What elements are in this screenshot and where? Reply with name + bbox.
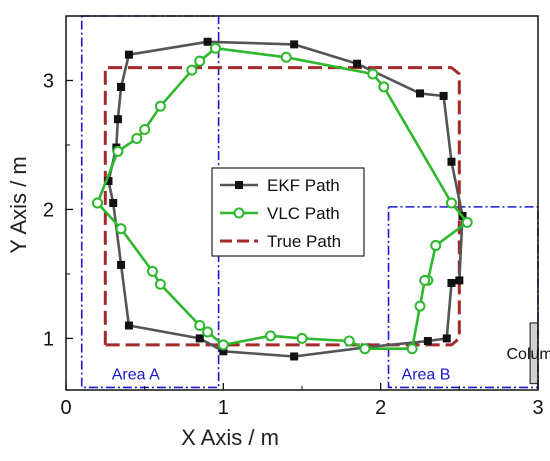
ekf-point-12 [423, 336, 432, 345]
ekf-point-9 [455, 276, 464, 285]
vlc-point-3 [139, 123, 151, 135]
y-tick-label-2: 3 [43, 70, 54, 92]
vlc-point-7 [209, 42, 221, 54]
vlc-point-18 [359, 343, 371, 355]
series-line-2 [103, 66, 461, 347]
vlc-point-24 [194, 320, 206, 332]
vlc-point-9 [367, 68, 379, 80]
vlc-point-6 [194, 55, 206, 67]
vlc-point-17 [406, 343, 418, 355]
legend-marker-0 [235, 181, 243, 189]
legend-entry-0: EKF Path [267, 176, 340, 195]
ekf-point-22 [113, 115, 122, 124]
x-tick-label-3: 3 [532, 397, 543, 419]
legend: EKF Path VLC Path True Path [211, 167, 365, 257]
ekf-point-4 [353, 59, 362, 68]
ekf-point-3 [290, 40, 299, 49]
vlc-point-12 [461, 216, 473, 228]
ekf-point-23 [117, 82, 126, 91]
vlc-point-27 [115, 223, 127, 235]
ekf-point-15 [219, 347, 228, 356]
ekf-point-5 [416, 89, 424, 98]
y-tick-label-0: 1 [43, 328, 54, 350]
vlc-point-8 [280, 51, 292, 63]
region-label-1: Area B [402, 366, 451, 383]
y-axis-label: Y Axis / m [6, 156, 31, 253]
x-tick-label-1: 1 [218, 397, 229, 419]
y-tick-label-1: 2 [43, 199, 54, 221]
column-label: Column [506, 346, 550, 363]
legend-entry-2: True Path [267, 232, 341, 251]
ekf-point-2 [203, 37, 212, 46]
x-tick-label-0: 0 [60, 397, 71, 419]
ekf-point-10 [447, 278, 456, 287]
plot-layer [91, 37, 473, 361]
vlc-point-28 [91, 197, 103, 209]
vlc-point-10 [378, 81, 390, 93]
vlc-point-5 [186, 64, 198, 76]
vlc-point-2 [131, 133, 143, 145]
ekf-point-14 [290, 352, 299, 361]
ekf-point-6 [439, 91, 448, 100]
ekf-point-11 [442, 334, 451, 343]
vlc-point-22 [217, 339, 229, 351]
vlc-point-23 [202, 326, 214, 338]
ekf-point-17 [124, 321, 133, 330]
x-tick-label-2: 2 [375, 397, 386, 419]
vlc-point-20 [296, 332, 308, 344]
vlc-point-13 [430, 240, 442, 252]
vlc-point-25 [154, 278, 166, 290]
vlc-point-4 [154, 100, 166, 112]
ekf-point-19 [109, 199, 118, 207]
ekf-point-1 [124, 50, 133, 59]
x-axis-label: X Axis / m [181, 425, 279, 450]
legend-entry-1: VLC Path [267, 204, 340, 223]
vlc-point-21 [265, 330, 277, 342]
ekf-point-7 [447, 157, 456, 166]
vlc-point-1 [112, 145, 124, 157]
legend-marker-1 [233, 207, 245, 219]
ekf-point-16 [195, 334, 204, 343]
vlc-point-19 [343, 335, 355, 347]
vlc-point-26 [147, 265, 159, 277]
vlc-point-15 [419, 274, 431, 286]
vlc-point-11 [445, 197, 457, 209]
ekf-point-18 [117, 260, 126, 269]
region-label-0: Area A [112, 366, 160, 383]
ekf-point-20 [104, 177, 113, 186]
ticks-layer: 0 1 2 3 1 2 3 [43, 70, 544, 419]
vlc-point-16 [414, 300, 426, 312]
